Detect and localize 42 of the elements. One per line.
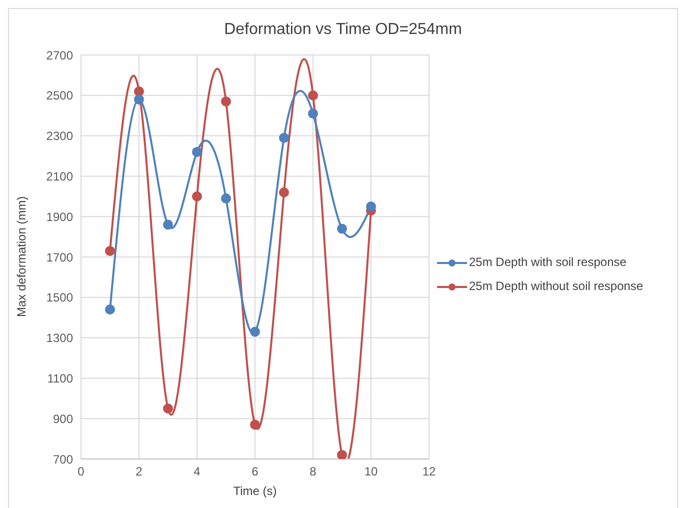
y-tick-label: 1700 (46, 250, 74, 264)
point (279, 132, 289, 143)
legend-label: 25m Depth with soil response (469, 255, 626, 269)
point (134, 94, 144, 104)
y-tick-label: 700 (52, 452, 74, 466)
y-tick-label: 2100 (46, 169, 74, 184)
point (134, 86, 144, 96)
chart-title: Deformation vs Time OD=254mm (223, 20, 463, 40)
y-tick-label: 1300 (46, 331, 74, 346)
point (105, 246, 115, 256)
y-tick-label: 1900 (46, 210, 74, 224)
x-tick-label: 0 (78, 464, 85, 479)
point (337, 224, 347, 234)
x-tick-label: 2 (136, 464, 143, 479)
point (163, 220, 173, 230)
x-tick-label: 12 (422, 464, 436, 479)
x-tick-label: 4 (194, 464, 201, 479)
point (250, 326, 260, 337)
x-axis-title: Time (s) (233, 484, 277, 498)
point (366, 202, 376, 212)
point (279, 187, 289, 198)
point (308, 90, 318, 100)
y-tick-label: 2700 (46, 48, 74, 62)
point (221, 96, 231, 106)
x-tick-label: 8 (310, 464, 317, 479)
point (105, 304, 115, 315)
y-tick-label: 900 (52, 412, 74, 426)
point (192, 191, 202, 202)
y-tick-label: 2300 (46, 129, 74, 144)
point (337, 450, 347, 459)
point (250, 420, 260, 430)
legend-label: 25m Depth without soil response (469, 279, 644, 293)
point (221, 193, 231, 204)
y-tick-label: 2500 (46, 88, 74, 103)
point (308, 108, 318, 119)
y-tick-label: 1500 (46, 290, 74, 305)
x-tick-label: 6 (252, 464, 259, 479)
point (163, 404, 173, 414)
point (192, 146, 202, 157)
y-tick-label: 1100 (47, 371, 74, 386)
y-axis-title: Max deformation (mm) (14, 196, 28, 317)
x-tick-label: 10 (364, 464, 378, 479)
